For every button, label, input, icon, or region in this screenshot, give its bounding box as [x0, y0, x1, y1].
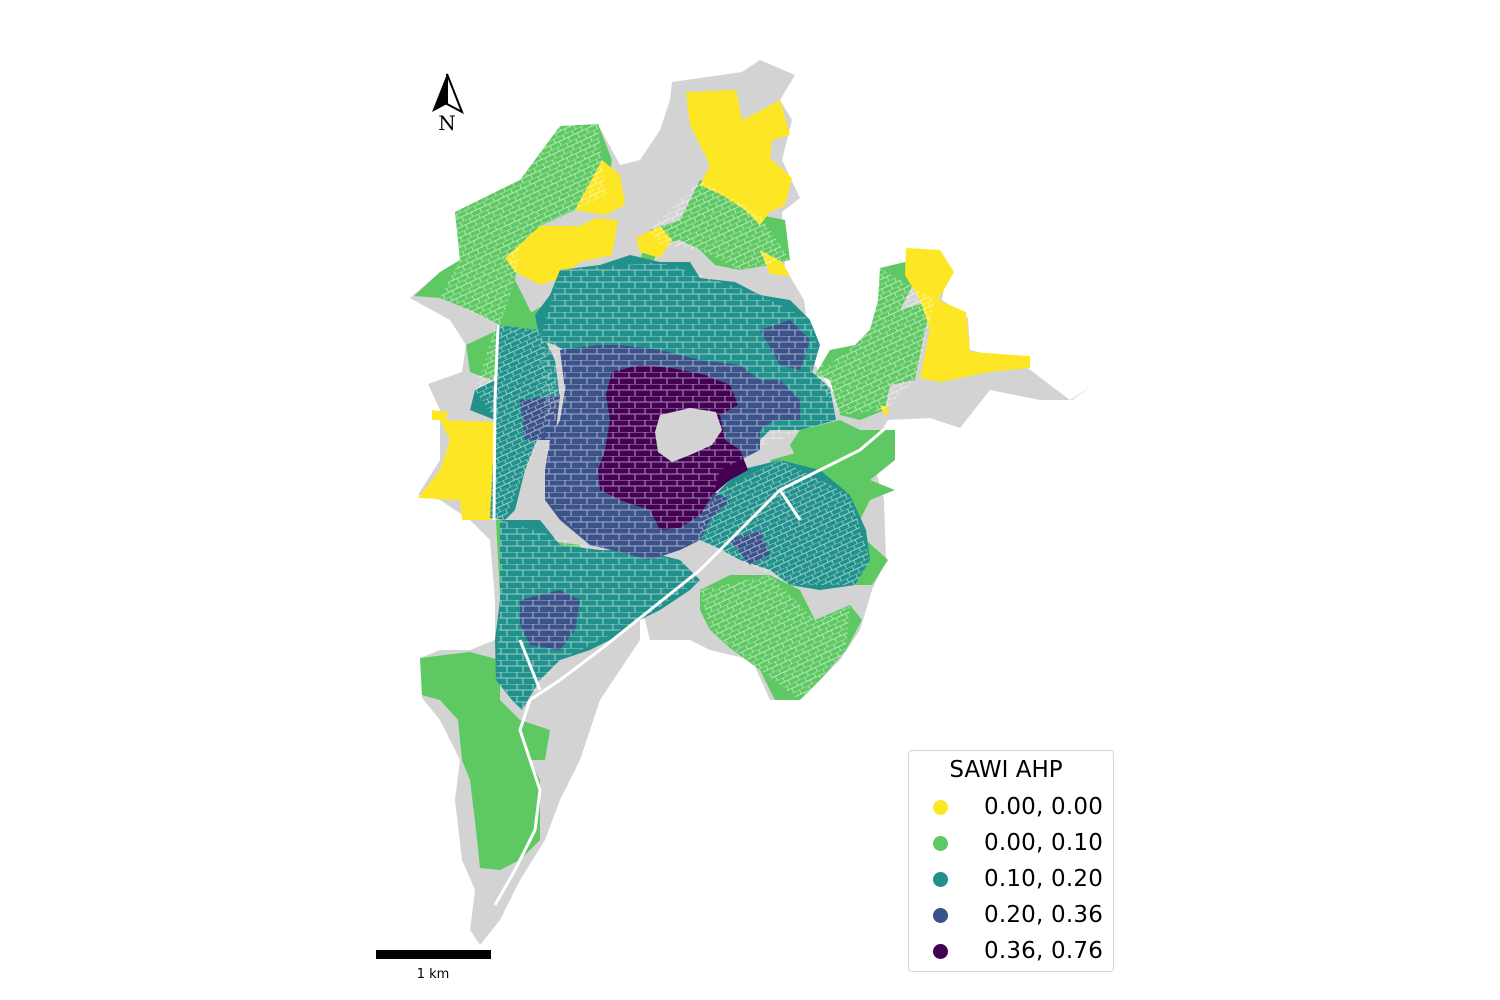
legend: SAWI AHP 0.00, 0.00 0.00, 0.10 0.10, 0.2… [908, 750, 1114, 972]
legend-swatch [933, 943, 948, 959]
center-no-data [655, 408, 722, 462]
legend-label: 0.10, 0.20 [984, 866, 1104, 892]
legend-item: 0.00, 0.10 [933, 828, 1103, 858]
legend-label: 0.20, 0.36 [984, 902, 1104, 928]
legend-title: SAWI AHP [949, 757, 1063, 783]
scale-bar-label: 1 km [417, 967, 450, 982]
legend-swatch [933, 799, 948, 815]
legend-swatch [933, 835, 948, 851]
legend-item: 0.00, 0.00 [933, 792, 1103, 822]
road-lines [492, 324, 896, 906]
legend-item: 0.20, 0.36 [933, 900, 1103, 930]
legend-label: 0.00, 0.00 [984, 794, 1104, 820]
scale-bar: 1 km [376, 950, 491, 982]
legend-item: 0.10, 0.20 [933, 864, 1103, 894]
legend-item: 0.36, 0.76 [933, 936, 1103, 966]
north-arrow-label: N [438, 111, 456, 135]
legend-swatch [933, 871, 948, 887]
legend-label: 0.36, 0.76 [984, 938, 1104, 964]
legend-label: 0.00, 0.10 [984, 830, 1104, 856]
legend-swatch [933, 907, 948, 923]
north-arrow-icon: N [432, 73, 464, 135]
